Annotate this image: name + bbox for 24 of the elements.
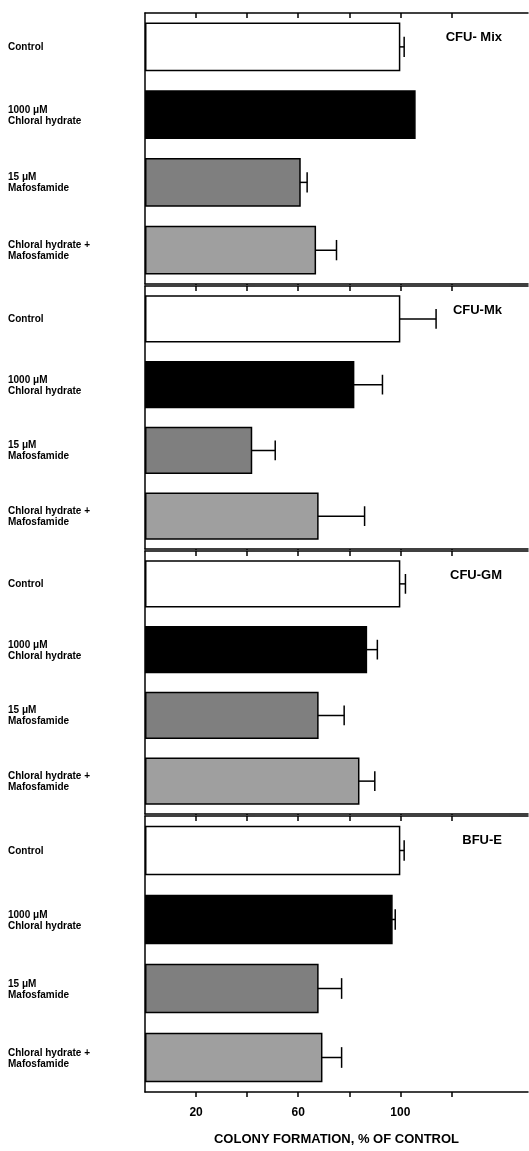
x-tick-label: 60 [291, 1105, 306, 1119]
y-tick-label: Chloral hydrate + Mafosfamide [8, 239, 91, 262]
x-tick-label: 20 [189, 1105, 204, 1119]
y-tick-label: Chloral hydrate + Mafosfamide [8, 1046, 91, 1069]
y-tick-label: 1000 μM Chloral hydrate [8, 373, 82, 396]
text: CFU-GM [450, 567, 503, 582]
x-tick-label: 100 [390, 1105, 411, 1119]
text: BFU-E [462, 832, 503, 847]
y-tick-label: Chloral hydrate + Mafosfamide [8, 505, 91, 528]
y-tick-label: Control [8, 41, 44, 53]
text: CFU-Mk [452, 302, 503, 317]
y-tick-label: Control [8, 578, 44, 590]
y-tick-label: Control [8, 845, 44, 856]
y-tick-label: 15 μM Mafosfamide [8, 171, 70, 194]
y-tick-label: 15 μM Mafosfamide [8, 439, 70, 462]
text: CFU- Mix [445, 29, 503, 44]
y-tick-label: 15 μM Mafosfamide [8, 704, 70, 727]
y-tick-label: 15 μM Mafosfamide [8, 977, 70, 1000]
y-tick-label: 1000 μM Chloral hydrate [8, 908, 82, 931]
y-tick-label: 1000 μM Chloral hydrate [8, 638, 82, 661]
y-tick-label: 1000 μM Chloral hydrate [8, 103, 82, 126]
x-axis-title: COLONY FORMATION, % OF CONTROL [213, 1131, 460, 1146]
y-tick-label: Control [8, 313, 44, 325]
y-tick-label: Chloral hydrate + Mafosfamide [8, 770, 91, 793]
